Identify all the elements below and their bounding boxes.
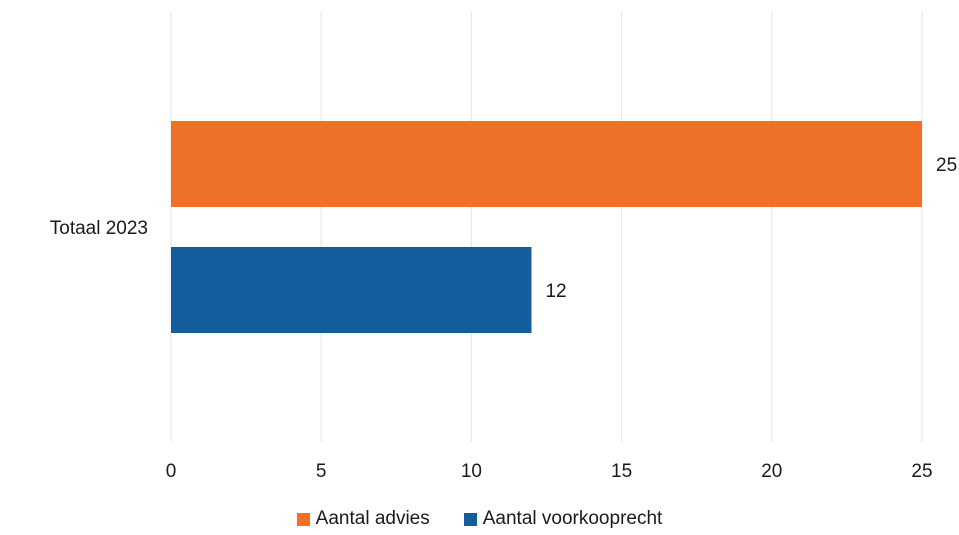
legend-label-voorkooprecht: Aantal voorkooprecht (482, 508, 663, 529)
x-tick-label-4: 20 (761, 461, 782, 482)
x-tick-label-1: 5 (316, 461, 327, 482)
x-tick-label-5: 25 (911, 461, 932, 482)
x-tick-label-3: 15 (611, 461, 632, 482)
data-label-0-0: 25 (936, 155, 957, 176)
x-tick-label-2: 10 (461, 461, 482, 482)
legend-label-advies: Aantal advies (315, 508, 430, 529)
legend: Aantal advies Aantal voorkooprecht (0, 508, 959, 530)
legend-item-voorkooprecht: Aantal voorkooprecht (463, 508, 663, 530)
bar-1-0 (171, 247, 532, 333)
legend-item-advies: Aantal advies (296, 508, 430, 530)
x-tick-label-0: 0 (166, 461, 177, 482)
legend-swatch-advies (296, 512, 310, 526)
bar-0-0 (171, 121, 922, 207)
category-label-0: Totaal 2023 (50, 218, 148, 239)
data-label-1-0: 12 (545, 281, 566, 302)
legend-swatch-voorkooprecht (463, 512, 477, 526)
